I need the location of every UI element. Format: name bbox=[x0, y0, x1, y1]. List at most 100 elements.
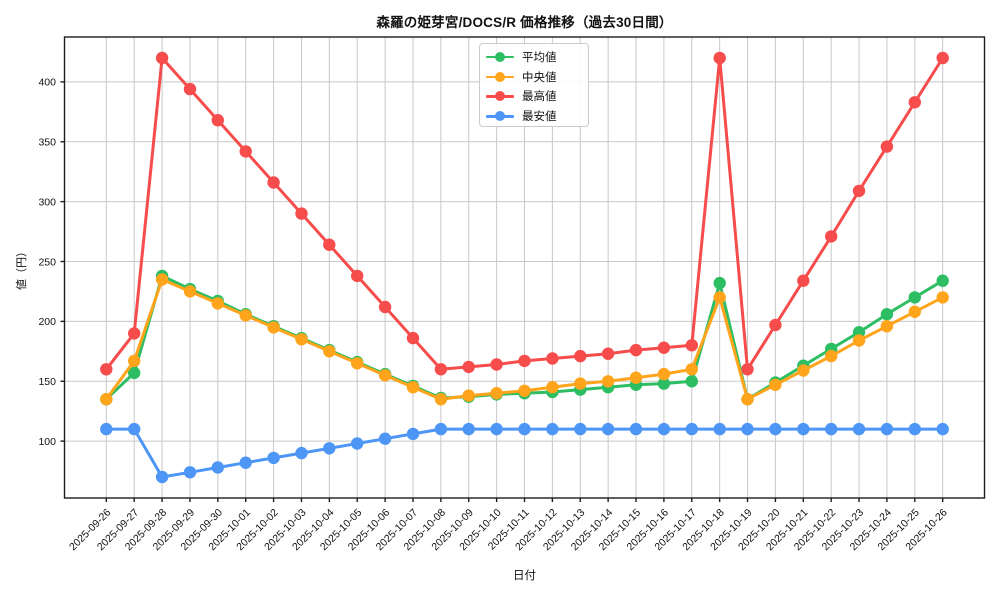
series-max-point bbox=[518, 354, 531, 368]
legend-min-marker-icon bbox=[486, 111, 514, 122]
y-tick-label: 100 bbox=[38, 436, 56, 448]
series-max-point bbox=[378, 300, 392, 314]
series-min-point bbox=[797, 422, 810, 436]
series-median-point bbox=[128, 354, 141, 368]
series-max-point bbox=[490, 358, 503, 371]
series-min-point bbox=[685, 422, 698, 436]
legend-label: 最安値 bbox=[522, 111, 557, 124]
series-max-point bbox=[546, 352, 559, 365]
legend-label: 最高値 bbox=[522, 91, 557, 104]
series-min-point bbox=[434, 422, 448, 436]
series-max-point bbox=[629, 343, 643, 357]
series-min-point bbox=[657, 422, 671, 436]
series-median-point bbox=[100, 393, 113, 406]
series-median-point bbox=[211, 297, 224, 310]
series-median-point bbox=[797, 364, 810, 377]
series-median-point bbox=[685, 363, 698, 376]
series-min-point bbox=[574, 422, 587, 436]
y-tick-label: 300 bbox=[38, 196, 56, 208]
series-max-point bbox=[128, 327, 141, 340]
series-min-point bbox=[546, 422, 559, 436]
x-axis-label: 日付 bbox=[513, 570, 536, 582]
series-min-point bbox=[880, 422, 894, 436]
series-average-point bbox=[880, 308, 894, 321]
series-max-point bbox=[825, 230, 838, 243]
series-average-point bbox=[685, 375, 698, 388]
legend-item-average: 平均値 bbox=[486, 47, 588, 67]
series-median-point bbox=[239, 309, 252, 322]
series-median-point bbox=[183, 285, 197, 298]
y-tick-label: 250 bbox=[38, 256, 56, 268]
series-max-point bbox=[267, 176, 280, 189]
series-max-point bbox=[434, 363, 448, 376]
series-min-point bbox=[713, 422, 726, 436]
series-median-point bbox=[434, 393, 448, 406]
series-median-point bbox=[825, 349, 838, 363]
series-max-point bbox=[462, 360, 475, 374]
legend: 平均値 中央値 最高値 最安値 bbox=[479, 43, 589, 127]
series-median-point bbox=[601, 375, 615, 388]
series-max-point bbox=[852, 184, 866, 198]
series-max-point bbox=[574, 349, 587, 363]
series-median-point bbox=[629, 371, 643, 384]
series-min-point bbox=[323, 442, 336, 455]
series-median-point bbox=[155, 273, 169, 286]
series-median-point bbox=[769, 378, 782, 391]
series-min-point bbox=[936, 422, 949, 436]
series-median-point bbox=[406, 381, 420, 394]
series-min-point bbox=[295, 446, 308, 460]
series-min-point bbox=[267, 451, 280, 465]
series-min-point bbox=[825, 422, 838, 436]
series-min-point bbox=[741, 422, 754, 436]
series-max-point bbox=[713, 51, 726, 65]
series-median-point bbox=[852, 334, 866, 347]
series-average-point bbox=[936, 274, 949, 287]
y-tick-label: 150 bbox=[38, 376, 56, 388]
series-min-point bbox=[629, 422, 643, 436]
chart-title: 森羅の姫芽宮/DOCS/R 価格推移（過去30日間） bbox=[376, 15, 673, 30]
series-median-point bbox=[657, 367, 671, 381]
series-min-point bbox=[239, 456, 252, 469]
series-min-point bbox=[128, 422, 141, 436]
series-max-point bbox=[295, 207, 308, 220]
series-max-point bbox=[908, 96, 921, 109]
series-min-point bbox=[406, 427, 420, 441]
series-max-point bbox=[769, 318, 782, 332]
series-max-point bbox=[685, 339, 698, 352]
series-max-point bbox=[741, 363, 754, 376]
series-min-point bbox=[100, 422, 113, 436]
series-min-point bbox=[852, 422, 866, 436]
series-median-point bbox=[378, 369, 392, 382]
series-median-point bbox=[490, 387, 503, 400]
series-max-point bbox=[183, 82, 197, 96]
y-tick-label: 350 bbox=[38, 137, 56, 149]
series-average-point bbox=[657, 377, 671, 390]
series-average-point bbox=[713, 276, 726, 290]
series-median-point bbox=[936, 291, 949, 304]
series-median-point bbox=[908, 305, 921, 318]
series-min-point bbox=[183, 466, 197, 479]
series-median-point bbox=[295, 333, 308, 346]
series-min-point bbox=[351, 437, 364, 450]
legend-max-marker-icon bbox=[486, 91, 514, 102]
series-min-point bbox=[769, 422, 782, 436]
series-median-point bbox=[323, 345, 336, 358]
series-average-point bbox=[128, 366, 141, 380]
legend-median-marker-icon bbox=[486, 71, 514, 82]
series-median-point bbox=[462, 389, 475, 402]
series-median-point bbox=[351, 357, 364, 370]
series-min-point bbox=[490, 422, 503, 436]
series-min-point bbox=[155, 470, 169, 484]
series-max-point bbox=[797, 274, 810, 287]
series-max-point bbox=[323, 238, 336, 251]
legend-label: 平均値 bbox=[522, 51, 557, 64]
series-max-point bbox=[155, 51, 169, 65]
series-median-point bbox=[267, 321, 280, 334]
series-median-point bbox=[518, 384, 531, 397]
legend-average-marker-icon bbox=[486, 51, 514, 62]
series-median-point bbox=[546, 381, 559, 394]
y-tick-label: 200 bbox=[38, 316, 56, 328]
series-max-point bbox=[657, 341, 671, 354]
